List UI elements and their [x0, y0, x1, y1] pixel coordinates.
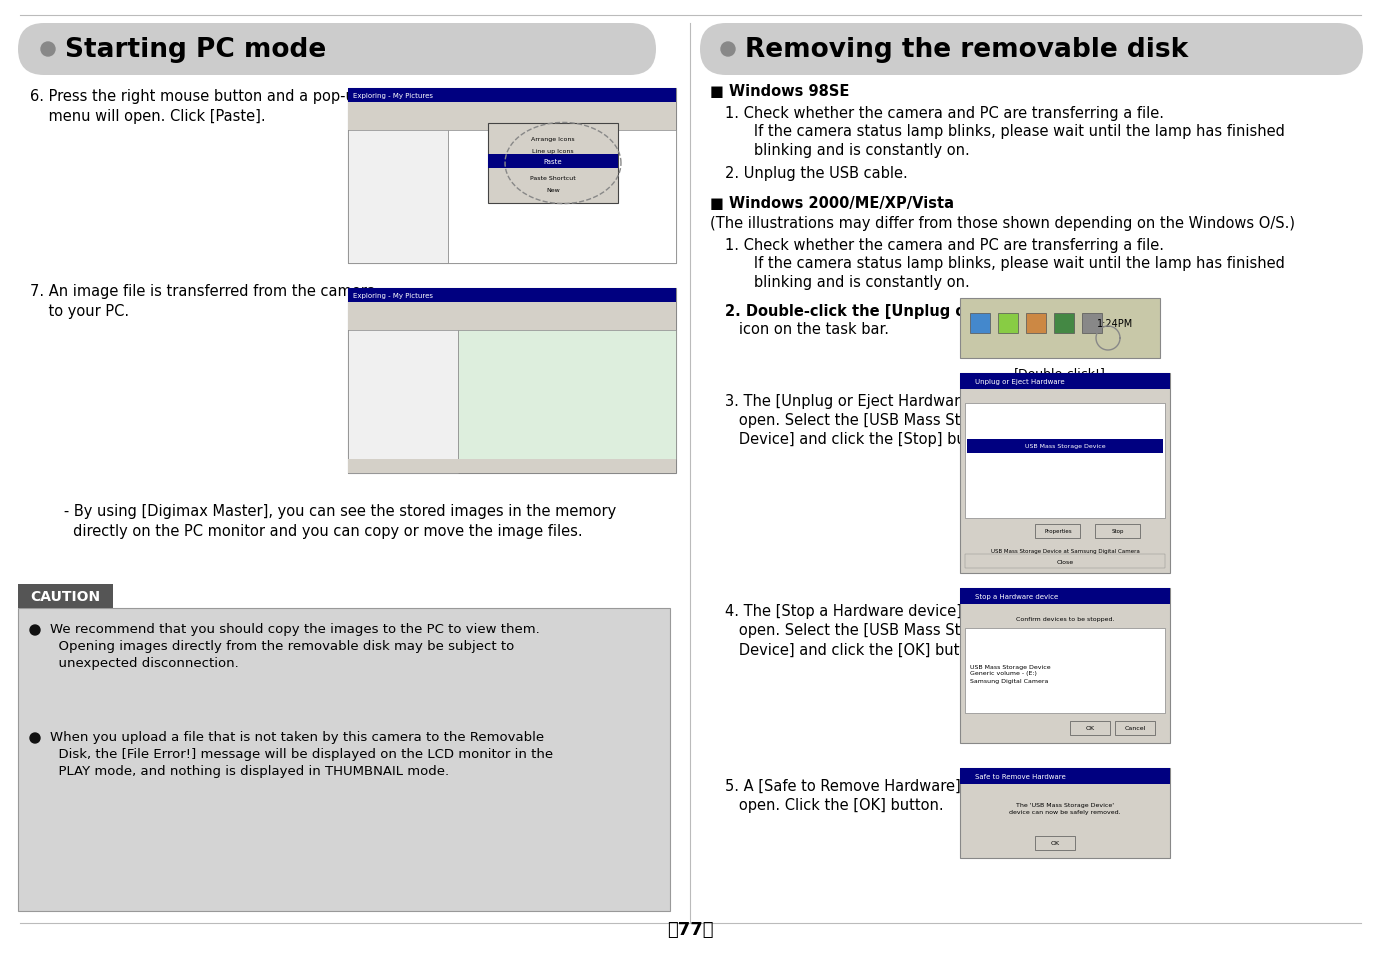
Bar — [487, 124, 619, 204]
Text: 4. The [Stop a Hardware device] window will
   open. Select the [USB Mass Storag: 4. The [Stop a Hardware device] window w… — [725, 603, 1051, 657]
Bar — [965, 403, 1166, 518]
Text: Removing the removable disk: Removing the removable disk — [744, 37, 1188, 63]
Text: When you upload a file that is not taken by this camera to the Removable
  Disk,: When you upload a file that is not taken… — [50, 730, 554, 778]
Text: The 'USB Mass Storage Device'
device can now be safely removed.: The 'USB Mass Storage Device' device can… — [1010, 802, 1121, 814]
Bar — [458, 331, 677, 459]
Text: If the camera status lamp blinks, please wait until the lamp has finished
   bli: If the camera status lamp blinks, please… — [740, 124, 1284, 158]
Circle shape — [721, 43, 735, 57]
Text: We recommend that you should copy the images to the PC to view them.
  Opening i: We recommend that you should copy the im… — [50, 622, 540, 669]
Bar — [1034, 836, 1074, 850]
Bar — [1070, 721, 1110, 735]
Text: USB Mass Storage Device
Generic volume - (E:)
Samsung Digital Camera: USB Mass Storage Device Generic volume -… — [969, 664, 1051, 682]
Text: Line up Icons: Line up Icons — [532, 150, 574, 154]
Bar — [348, 131, 447, 264]
Bar — [487, 154, 619, 169]
Bar — [1034, 524, 1080, 538]
Text: 》77《: 》77《 — [667, 920, 713, 938]
Bar — [960, 588, 1170, 743]
Text: 7. An image file is transferred from the camera
    to your PC.: 7. An image file is transferred from the… — [30, 284, 376, 318]
Bar — [348, 316, 677, 331]
Bar — [1026, 314, 1045, 334]
Text: 1:24PM: 1:24PM — [1097, 318, 1134, 329]
Text: 3. The [Unplug or Eject Hardware] window will
   open. Select the [USB Mass Stor: 3. The [Unplug or Eject Hardware] window… — [725, 394, 1063, 447]
Bar — [998, 314, 1018, 334]
Bar — [967, 439, 1163, 454]
Text: Confirm devices to be stopped.: Confirm devices to be stopped. — [1016, 616, 1114, 620]
Circle shape — [41, 43, 55, 57]
Text: Close: Close — [1056, 558, 1073, 564]
Bar — [1081, 314, 1102, 334]
Bar — [18, 584, 113, 608]
Text: 1. Check whether the camera and PC are transferring a file.: 1. Check whether the camera and PC are t… — [725, 237, 1164, 253]
Bar — [447, 131, 677, 264]
FancyBboxPatch shape — [700, 24, 1363, 76]
Bar — [348, 89, 677, 103]
Text: 6. Press the right mouse button and a pop-up
    menu will open. Click [Paste].: 6. Press the right mouse button and a po… — [30, 89, 365, 124]
Text: CAUTION: CAUTION — [30, 589, 99, 603]
Bar — [348, 289, 677, 303]
Bar — [348, 331, 458, 474]
Text: 1. Check whether the camera and PC are transferring a file.: 1. Check whether the camera and PC are t… — [725, 106, 1164, 121]
FancyBboxPatch shape — [18, 24, 656, 76]
Bar — [960, 588, 1170, 604]
Text: icon on the task bar.: icon on the task bar. — [725, 322, 889, 336]
Bar — [348, 289, 677, 474]
Text: Safe to Remove Hardware: Safe to Remove Hardware — [975, 773, 1066, 780]
Bar — [960, 298, 1160, 358]
Text: USB Mass Storage Device at Samsung Digital Camera: USB Mass Storage Device at Samsung Digit… — [990, 549, 1139, 554]
Text: ■ Windows 2000/ME/XP/Vista: ■ Windows 2000/ME/XP/Vista — [710, 195, 954, 211]
Bar — [960, 768, 1170, 858]
Bar — [969, 314, 990, 334]
Bar — [960, 374, 1170, 574]
Bar — [965, 555, 1166, 568]
Bar — [960, 374, 1170, 390]
Circle shape — [30, 625, 40, 636]
Text: Cancel: Cancel — [1124, 726, 1146, 731]
Text: Paste: Paste — [544, 159, 562, 165]
Bar — [1054, 314, 1074, 334]
Text: OK: OK — [1085, 726, 1095, 731]
Text: 2. Double-click the [Unplug or Eject Hardware]: 2. Double-click the [Unplug or Eject Har… — [725, 304, 1110, 318]
Bar — [348, 103, 677, 117]
Bar — [18, 608, 670, 911]
Text: Stop: Stop — [1112, 529, 1124, 534]
Text: New: New — [545, 189, 559, 193]
Text: USB Mass Storage Device: USB Mass Storage Device — [1025, 444, 1105, 449]
Text: Arrange Icons: Arrange Icons — [532, 136, 574, 141]
Text: Paste Shortcut: Paste Shortcut — [530, 175, 576, 180]
Bar — [960, 768, 1170, 784]
Text: 2. Unplug the USB cable.: 2. Unplug the USB cable. — [725, 166, 907, 181]
Circle shape — [30, 733, 40, 743]
Bar — [348, 117, 677, 131]
Text: Properties: Properties — [1044, 529, 1072, 534]
Text: OK: OK — [1051, 841, 1059, 845]
Bar — [348, 303, 677, 316]
Text: Stop a Hardware device: Stop a Hardware device — [975, 594, 1058, 599]
Bar — [965, 628, 1166, 713]
Text: (The illustrations may differ from those shown depending on the Windows O/S.): (The illustrations may differ from those… — [710, 215, 1295, 231]
Bar — [348, 89, 677, 264]
Text: If the camera status lamp blinks, please wait until the lamp has finished
   bli: If the camera status lamp blinks, please… — [740, 255, 1284, 290]
Text: [Double-click!]: [Double-click!] — [1014, 367, 1106, 379]
Text: Exploring - My Pictures: Exploring - My Pictures — [354, 92, 434, 99]
Bar — [348, 459, 677, 474]
Bar — [1095, 524, 1139, 538]
Text: Starting PC mode: Starting PC mode — [65, 37, 326, 63]
Bar — [1114, 721, 1155, 735]
Text: 5. A [Safe to Remove Hardware] window will
   open. Click the [OK] button.: 5. A [Safe to Remove Hardware] window wi… — [725, 779, 1050, 812]
Text: ■ Windows 98SE: ■ Windows 98SE — [710, 84, 849, 99]
Text: Exploring - My Pictures: Exploring - My Pictures — [354, 293, 434, 298]
Text: - By using [Digimax Master], you can see the stored images in the memory
     di: - By using [Digimax Master], you can see… — [50, 503, 616, 538]
Text: Unplug or Eject Hardware: Unplug or Eject Hardware — [975, 378, 1065, 385]
